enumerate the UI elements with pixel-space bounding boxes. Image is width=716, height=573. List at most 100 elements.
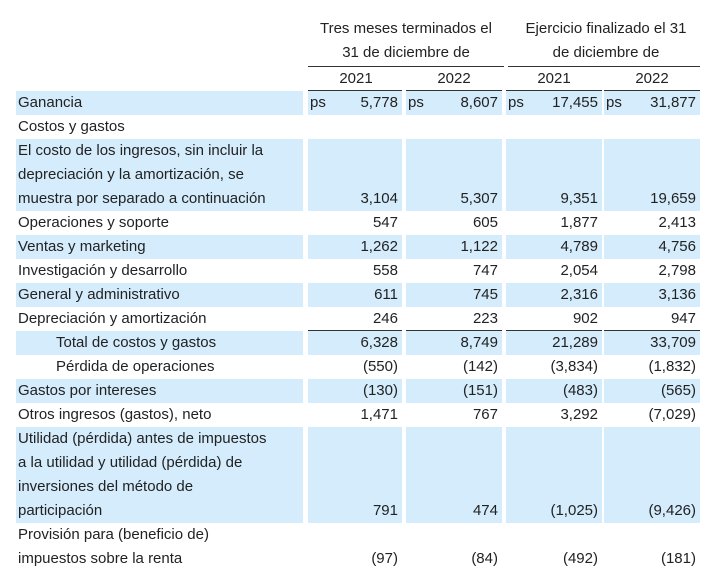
value-text: 33,709	[650, 334, 696, 351]
header-group2-line2: de diciembre de	[552, 44, 660, 61]
row-label-line: Ganancia	[18, 94, 83, 111]
value-text: 8,749	[460, 334, 498, 351]
row-label: Utilidad (pérdida) antes de impuestos a l…	[16, 427, 303, 523]
value-cell: 767	[406, 403, 502, 427]
table-row: Ventas y marketing 1,262 1,122 4,789 4,756	[0, 235, 716, 259]
row-label: Pérdida de operaciones	[16, 355, 303, 379]
value-cell: 223	[406, 307, 502, 331]
value-text: 5,307	[460, 190, 498, 207]
table-row: Pérdida de operaciones (550) (142) (3,834) (…	[0, 355, 716, 379]
value-cell: (97)	[308, 523, 402, 571]
row-label-line: inversiones del método de	[18, 478, 194, 495]
value-text: 2,413	[658, 214, 696, 231]
value-cell: (550)	[308, 355, 402, 379]
row-label-line: Total de costos y gastos	[56, 334, 217, 351]
value-cell: 2,413	[604, 211, 700, 235]
value-text: 947	[670, 310, 696, 327]
table-row: Otros ingresos (gastos), neto 1,471 767 3,2…	[0, 403, 716, 427]
currency-symbol: ps	[508, 94, 524, 111]
value-cell: 2,798	[604, 259, 700, 283]
value-text: 31,877	[650, 94, 696, 111]
row-label-line: muestra por separado a continuación	[18, 190, 266, 207]
value-cell: 558	[308, 259, 402, 283]
value-cell: (1,025)	[506, 427, 602, 523]
value-cell: 246	[308, 307, 402, 331]
subtotal-line	[308, 330, 402, 331]
value-text: (550)	[362, 358, 398, 375]
value-text: 611	[374, 286, 398, 303]
value-text: 747	[472, 262, 498, 279]
row-label: Otros ingresos (gastos), neto	[16, 403, 303, 427]
value-cell: ps 17,455	[506, 91, 602, 115]
row-label-line: Gastos por intereses	[18, 382, 157, 399]
value-text: 558	[372, 262, 398, 279]
value-text: 791	[372, 502, 398, 519]
header-underline	[308, 66, 504, 67]
row-label-line: Investigación y desarrollo	[18, 262, 188, 279]
value-text: 17,455	[552, 94, 598, 111]
currency-symbol: ps	[606, 94, 622, 111]
value-cell: (84)	[406, 523, 502, 571]
currency-symbol: ps	[408, 94, 424, 111]
value-cell: 19,659	[604, 139, 700, 211]
value-cell: 3,292	[506, 403, 602, 427]
table-row: Investigación y desarrollo 558 747 2,054 2,7…	[0, 259, 716, 283]
value-text: 767	[472, 406, 498, 423]
value-text: 9,351	[560, 190, 598, 207]
table-row: Gastos por intereses (130) (151) (483) (565)	[0, 379, 716, 403]
row-label-line: Operaciones y soporte	[18, 214, 169, 231]
value-text: (97)	[371, 550, 398, 567]
value-cell: ps 8,607	[406, 91, 502, 115]
value-cell: 4,789	[506, 235, 602, 259]
value-cell: 4,756	[604, 235, 700, 259]
row-label-line: Ventas y marketing	[18, 238, 146, 255]
header-group2-line1: Ejercicio finalizado el 31	[525, 20, 687, 37]
table-row: El costo de los ingresos, sin incluir la…	[0, 139, 716, 211]
row-label-line: Pérdida de operaciones	[56, 358, 215, 375]
year-underline	[604, 90, 700, 91]
row-label-line: Depreciación y amortización	[18, 310, 207, 327]
year-underline	[506, 90, 602, 91]
value-text: 223	[472, 310, 498, 327]
value-text: 246	[372, 310, 398, 327]
value-text: 8,607	[460, 94, 498, 111]
value-cell: 791	[308, 427, 402, 523]
row-label: Total de costos y gastos	[16, 331, 303, 355]
value-cell	[604, 115, 700, 139]
value-text: (1,025)	[550, 502, 598, 519]
value-cell: (142)	[406, 355, 502, 379]
value-text: (84)	[471, 550, 498, 567]
value-text: 474	[472, 502, 498, 519]
value-text: (130)	[362, 382, 398, 399]
value-text: 745	[472, 286, 498, 303]
value-text: (181)	[660, 550, 696, 567]
row-label-line: depreciación y la amortización, se	[18, 166, 244, 183]
row-label-line: impuestos sobre la renta	[18, 550, 183, 567]
row-label: Investigación y desarrollo	[16, 259, 303, 283]
value-text: 1,877	[560, 214, 598, 231]
value-cell: 2,054	[506, 259, 602, 283]
header-year: 2022	[437, 70, 471, 87]
value-text: (483)	[562, 382, 598, 399]
value-text: 4,789	[560, 238, 598, 255]
value-cell: 1,877	[506, 211, 602, 235]
value-cell	[406, 115, 502, 139]
header-underline	[508, 66, 700, 67]
table-row: Total de costos y gastos 6,328 8,749 21,289…	[0, 331, 716, 355]
value-text: 3,104	[360, 190, 398, 207]
row-label: Costos y gastos	[16, 115, 303, 139]
value-text: 6,328	[360, 334, 398, 351]
value-cell: (492)	[506, 523, 602, 571]
value-text: 1,471	[360, 406, 398, 423]
value-text: 902	[572, 310, 598, 327]
row-label: Depreciación y amortización	[16, 307, 303, 331]
value-cell: 611	[308, 283, 402, 307]
value-text: 605	[472, 214, 498, 231]
value-cell: 33,709	[604, 331, 700, 355]
value-text: 1,262	[360, 238, 398, 255]
row-label-line: General y administrativo	[18, 286, 180, 303]
row-label-line: Otros ingresos (gastos), neto	[18, 406, 212, 423]
value-cell: 9,351	[506, 139, 602, 211]
currency-symbol: ps	[310, 94, 326, 111]
